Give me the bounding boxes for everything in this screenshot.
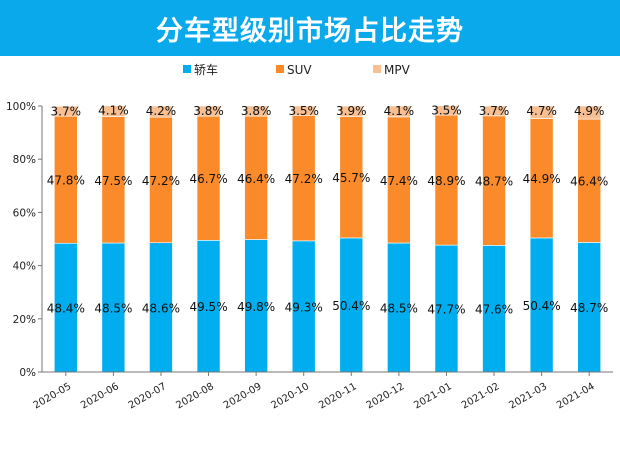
legend-swatch-1 [276,65,284,73]
data-label: 47.4% [380,174,418,188]
x-tick-label: 2020-09 [222,381,264,411]
data-label: 4.7% [526,104,557,118]
bar-MPV-2021-02 [482,105,506,117]
bar-MPV-2021-04 [577,105,602,120]
data-label: 48.7% [475,175,513,189]
bar-MPV-2021-03 [529,105,554,119]
bar-MPV-2021-01 [434,105,459,116]
data-label: 47.5% [94,174,132,188]
data-label: 44.9% [523,172,561,186]
data-label: 50.4% [332,299,370,313]
data-label: 46.4% [570,175,608,189]
data-label: 4.2% [146,104,177,118]
data-label: 48.6% [142,301,180,315]
legend-label-2: MPV [384,63,411,77]
bar-MPV-2020-06 [101,105,126,117]
data-label: 3.5% [431,104,462,118]
bar-MPV-2020-07 [149,105,173,118]
data-label: 46.4% [237,172,275,186]
x-tick-label: 2020-07 [127,381,169,411]
x-tick-label: 2021-02 [460,381,502,411]
bar-MPV-2020-09 [244,105,268,117]
chart-title: 分车型级别市场占比走势 [156,15,464,47]
x-tick-label: 2020-12 [365,381,407,411]
data-label: 48.5% [94,301,132,315]
data-label: 3.5% [288,104,319,118]
title-banner: 分车型级别市场占比走势 [0,0,620,56]
y-tick-label: 20% [13,314,36,326]
x-tick-label: 2020-06 [79,381,121,411]
y-tick-label: 60% [13,207,36,219]
x-tick-label: 2020-10 [270,381,312,411]
bar-MPV-2020-11 [339,105,364,117]
bar-MPV-2020-05 [53,105,78,117]
legend-label-0: 轿车 [194,62,218,77]
data-label: 47.7% [427,303,465,317]
data-label: 45.7% [332,171,370,185]
y-tick-label: 0% [19,367,36,379]
x-tick-label: 2020-11 [317,381,359,411]
x-tick-label: 2021-03 [507,381,549,411]
data-label: 4.9% [574,104,605,118]
data-label: 49.8% [237,300,275,314]
y-tick-label: 100% [6,101,36,113]
data-label: 48.9% [427,174,465,188]
x-tick-label: 2021-01 [412,381,454,411]
legend-label-1: SUV [287,63,312,77]
x-tick-label: 2021-04 [555,381,597,411]
bar-MPV-2020-08 [196,105,221,117]
data-label: 49.3% [285,300,323,314]
data-label: 4.1% [98,104,129,118]
data-label: 46.7% [189,172,227,186]
data-label: 48.7% [570,301,608,315]
data-label: 3.7% [51,104,82,118]
y-tick-label: 80% [13,154,36,166]
data-label: 47.2% [142,174,180,188]
data-label: 4.1% [384,104,415,118]
data-label: 49.5% [189,300,227,314]
data-label: 3.8% [193,104,224,118]
data-label: 47.8% [47,174,85,188]
bar-MPV-2020-12 [387,105,411,118]
data-label: 48.5% [380,301,418,315]
y-tick-label: 40% [13,261,36,273]
data-label: 47.2% [285,172,323,186]
x-tick-label: 2020-05 [32,381,74,411]
data-label: 3.9% [336,104,367,118]
data-label: 3.7% [479,104,510,118]
bar-MPV-2020-10 [291,105,316,116]
legend-swatch-2 [373,65,381,73]
data-label: 3.8% [241,104,272,118]
data-label: 50.4% [523,299,561,313]
data-label: 48.4% [47,302,85,316]
x-tick-label: 2020-08 [174,381,216,411]
data-label: 47.6% [475,303,513,317]
legend-swatch-0 [183,65,191,73]
